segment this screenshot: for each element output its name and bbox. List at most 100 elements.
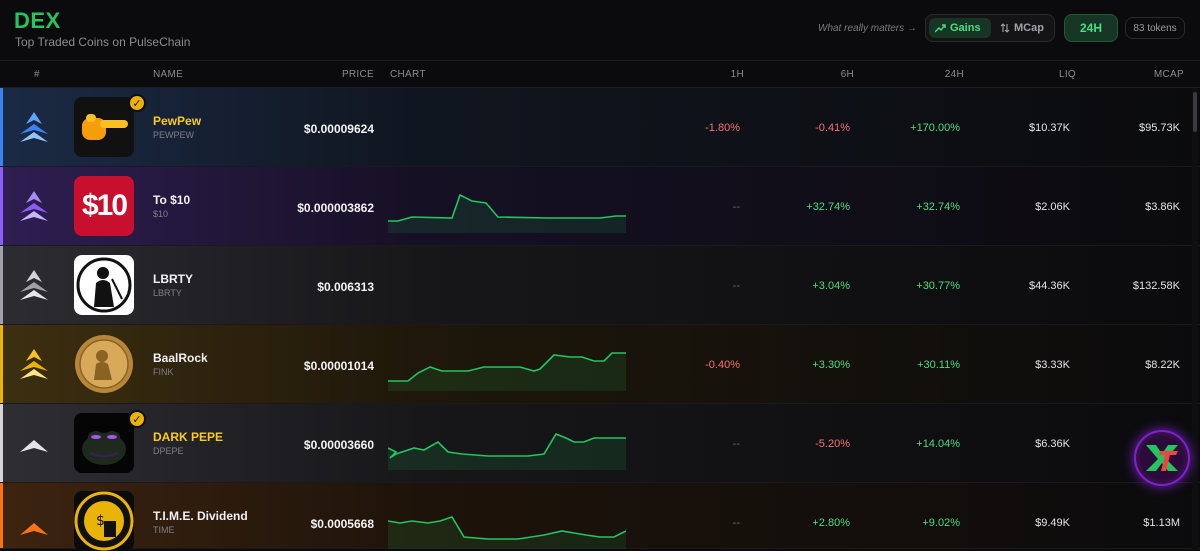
- market-cap: $8.22K: [1145, 359, 1180, 371]
- col-24h[interactable]: 24H: [944, 69, 964, 80]
- change-1h: --: [732, 438, 740, 450]
- gold-coin-icon: [75, 335, 133, 393]
- silhouette-icon: [76, 257, 132, 313]
- token-price: $0.000003862: [297, 201, 374, 215]
- token-logo: [74, 97, 134, 157]
- col-mcap[interactable]: MCAP: [1153, 69, 1184, 80]
- change-6h: +2.80%: [812, 517, 850, 529]
- col-name[interactable]: NAME: [153, 69, 184, 80]
- token-logo: [74, 255, 134, 315]
- change-6h: -5.20%: [815, 438, 850, 450]
- page-subtitle: Top Traded Coins on PulseChain: [15, 35, 191, 49]
- app-logo-button[interactable]: [1134, 430, 1190, 486]
- table-header: # NAME PRICE CHART 1H 6H 24H LIQ MCAP: [0, 60, 1200, 88]
- verified-badge-icon: ✓: [128, 94, 146, 112]
- token-symbol: DPEPE: [153, 446, 184, 456]
- sort-mcap-button[interactable]: MCap: [994, 18, 1052, 38]
- table-row[interactable]: BaalRock FINK $0.00001014 -0.40% +3.30% …: [0, 325, 1200, 404]
- sparkline-chart: [388, 516, 626, 549]
- change-1h: --: [732, 280, 740, 292]
- trending-up-icon: [935, 23, 946, 32]
- table-row[interactable]: ✓ PewPew PEWPEW $0.00009624 -1.80% -0.41…: [0, 88, 1200, 167]
- table-row[interactable]: $10 To $10 $10 $0.000003862 -- +32.74% +…: [0, 167, 1200, 246]
- brand-title: DEX: [14, 8, 61, 33]
- change-1h: -1.80%: [705, 122, 740, 134]
- token-name[interactable]: PewPew: [153, 114, 202, 128]
- token-price: $0.006313: [317, 280, 374, 294]
- rank-bar: [0, 483, 3, 548]
- sort-toggle: Gains MCap: [925, 14, 1055, 42]
- change-1h: --: [732, 201, 740, 213]
- liquidity: $3.33K: [1035, 359, 1070, 371]
- change-6h: +3.04%: [812, 280, 850, 292]
- change-24h: +14.04%: [916, 438, 960, 450]
- rank-bar: [0, 88, 3, 166]
- change-24h: +9.02%: [922, 517, 960, 529]
- scrollbar-thumb[interactable]: [1193, 92, 1197, 132]
- rank-bar: [0, 325, 3, 403]
- liquidity: $2.06K: [1035, 201, 1070, 213]
- svg-text:$: $: [96, 513, 105, 529]
- page-header: DEX Top Traded Coins on PulseChain What …: [0, 0, 1200, 60]
- scrollbar-track[interactable]: [1192, 88, 1198, 549]
- pointing-hand-icon: [82, 114, 128, 140]
- market-cap: $3.86K: [1145, 201, 1180, 213]
- table-row[interactable]: ✓ DARK PEPE DPEPE $0.00003660 -- -5.20% …: [0, 404, 1200, 483]
- liquidity: $10.37K: [1029, 122, 1070, 134]
- token-symbol: TIME: [153, 525, 175, 535]
- sparkline-chart: [388, 352, 626, 391]
- token-name[interactable]: DARK PEPE: [153, 430, 224, 444]
- dollar-ten-icon: $10: [81, 189, 128, 222]
- token-name[interactable]: T.I.M.E. Dividend: [153, 509, 248, 523]
- token-price: $0.00003660: [303, 438, 374, 452]
- col-chart: CHART: [390, 69, 426, 80]
- xt-logo-icon: [1146, 445, 1178, 471]
- token-name[interactable]: LBRTY: [153, 272, 193, 286]
- rank-chevron-icon: [20, 270, 48, 300]
- change-1h: --: [732, 517, 740, 529]
- sort-gains-button[interactable]: Gains: [929, 18, 991, 38]
- rank-bar: [0, 246, 3, 324]
- market-cap: $95.73K: [1139, 122, 1180, 134]
- token-symbol: $10: [153, 209, 169, 219]
- token-symbol: FINK: [153, 367, 174, 377]
- sparkline-chart: [388, 433, 626, 470]
- sparkline-chart: [388, 193, 626, 233]
- col-rank: #: [34, 69, 40, 80]
- token-name[interactable]: BaalRock: [153, 351, 208, 365]
- change-24h: +30.11%: [917, 359, 960, 371]
- market-cap: $1.13M: [1143, 517, 1180, 529]
- rank-chevron-icon: [20, 191, 48, 221]
- table-row[interactable]: $ T.I.M.E. Dividend TIME $0.0005668 -- +…: [0, 483, 1200, 551]
- token-logo: [74, 413, 134, 473]
- rank-chevron-icon: [20, 112, 48, 142]
- table-row[interactable]: LBRTY LBRTY $0.006313 -- +3.04% +30.77% …: [0, 246, 1200, 325]
- change-24h: +30.77%: [916, 280, 960, 292]
- change-6h: -0.41%: [815, 122, 850, 134]
- token-logo: $: [74, 491, 134, 551]
- liquidity: $9.49K: [1035, 517, 1070, 529]
- token-logo: $10: [74, 176, 134, 236]
- verified-badge-icon: ✓: [128, 410, 146, 428]
- rank-chevron-icon: [20, 440, 48, 452]
- change-24h: +170.00%: [910, 122, 960, 134]
- col-6h[interactable]: 6H: [840, 69, 854, 80]
- rank-bar: [0, 404, 3, 482]
- time-coin-icon: $: [74, 491, 134, 551]
- sort-tagline: What really matters →: [818, 23, 917, 34]
- timeframe-button[interactable]: 24H: [1064, 14, 1118, 42]
- dark-pepe-icon: [82, 431, 126, 465]
- col-1h[interactable]: 1H: [730, 69, 744, 80]
- rank-bar: [0, 167, 3, 245]
- token-count-badge: 83 tokens: [1125, 17, 1185, 39]
- change-24h: +32.74%: [916, 201, 960, 213]
- col-liq[interactable]: LIQ: [1058, 69, 1076, 80]
- col-price[interactable]: PRICE: [341, 69, 374, 80]
- token-logo: [74, 334, 134, 394]
- liquidity: $6.36K: [1035, 438, 1070, 450]
- token-name[interactable]: To $10: [153, 193, 191, 207]
- sort-mcap-label: MCap: [1014, 22, 1044, 34]
- token-symbol: PEWPEW: [153, 130, 195, 140]
- token-price: $0.00009624: [303, 122, 374, 136]
- change-6h: +32.74%: [806, 201, 850, 213]
